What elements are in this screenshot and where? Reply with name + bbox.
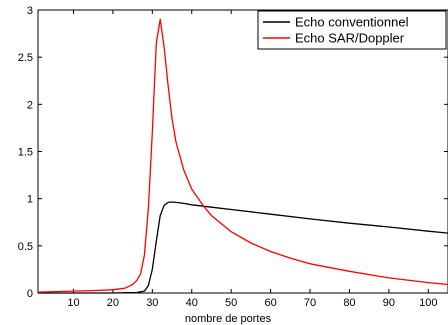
y-tick-label: 3 [27, 5, 33, 17]
y-tick-label: 1.5 [18, 147, 33, 159]
x-axis-ticks: 10 20 30 40 50 60 70 80 90 100 [67, 10, 437, 309]
y-tick-label: 0.5 [18, 241, 33, 253]
x-tick-label: 10 [67, 297, 79, 309]
series-line-2 [37, 18, 448, 293]
x-tick-label: 40 [186, 297, 198, 309]
legend-box [257, 10, 447, 50]
x-tick-label: 70 [304, 297, 316, 309]
y-axis-ticks: 0 0.5 1 1.5 2 2.5 3 [18, 5, 448, 300]
plot-area [37, 9, 448, 294]
y-tick-label: 1 [27, 194, 33, 206]
x-axis-label: nombre de portes [185, 313, 272, 325]
y-tick-label: 0 [27, 288, 33, 300]
legend-label-2: Echo SAR/Doppler [295, 31, 405, 46]
series-layer [37, 18, 448, 294]
x-tick-label: 90 [383, 297, 395, 309]
legend-label-1: Echo conventionnel [295, 15, 409, 30]
x-tick-label: 30 [146, 297, 158, 309]
x-tick-label: 80 [343, 297, 355, 309]
y-tick-label: 2 [27, 99, 33, 111]
x-tick-label: 60 [264, 297, 276, 309]
y-tick-label: 2.5 [18, 52, 33, 64]
x-tick-label: 50 [225, 297, 237, 309]
series-line-1 [38, 201, 448, 294]
x-tick-label: 20 [107, 297, 119, 309]
x-tick-label: 100 [419, 297, 437, 309]
